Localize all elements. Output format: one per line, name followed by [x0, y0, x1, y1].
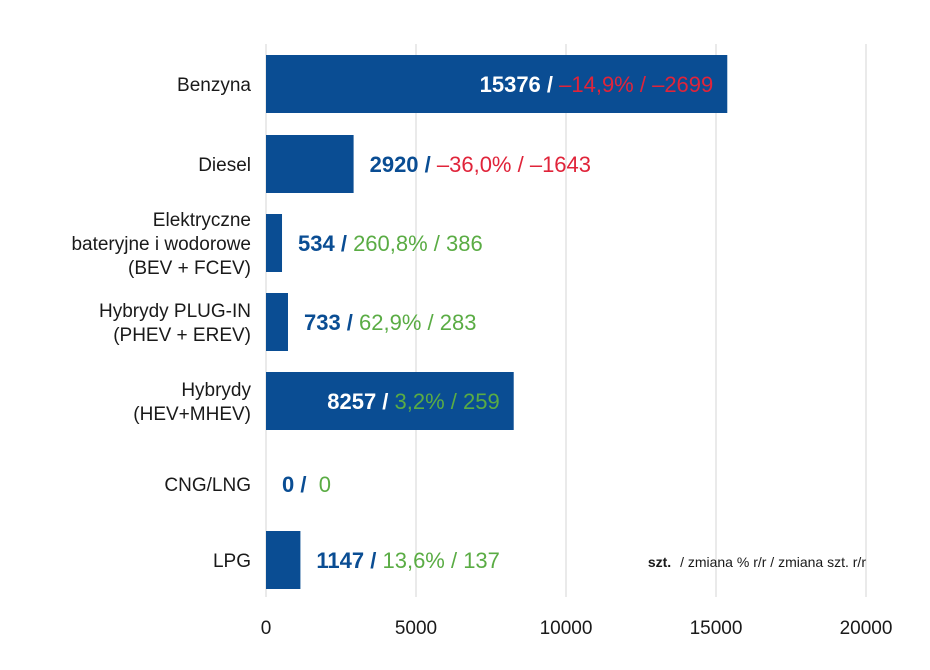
x-tick-label-4: 20000: [840, 618, 893, 639]
value-labels: 15376 / –14,9% / –2699 2920 / –36,0% / –1…: [282, 72, 713, 573]
x-tick-label-3: 15000: [690, 618, 743, 639]
value-change: 0: [313, 472, 331, 497]
value-number: 2920 /: [370, 152, 437, 177]
value-label-2: 534 / 260,8% / 386: [298, 231, 483, 256]
value-label-5: 0 / 0: [282, 472, 331, 497]
grid-lines: [265, 44, 867, 597]
value-number: 0 /: [282, 472, 313, 497]
value-change: 3,2% / 259: [395, 389, 500, 414]
category-label-3: Hybrydy PLUG-IN (PHEV + EREV): [99, 301, 251, 346]
value-label-4: 8257 / 3,2% / 259: [327, 389, 499, 414]
bar-2: [266, 214, 283, 272]
category-label-4: Hybrydy (HEV+MHEV): [133, 380, 251, 425]
value-label-3: 733 / 62,9% / 283: [304, 310, 476, 335]
category-label-line: Benzyna: [177, 75, 251, 96]
x-tick-label-2: 10000: [540, 618, 593, 639]
value-label-1: 2920 / –36,0% / –1643: [370, 152, 591, 177]
value-change: 260,8% / 386: [353, 231, 483, 256]
value-number: 1147 /: [316, 548, 382, 573]
category-label-line: (PHEV + EREV): [113, 325, 251, 346]
category-label-line: (BEV + FCEV): [128, 258, 251, 279]
category-labels: Benzyna Diesel Elektryczne bateryjne i wodo…: [71, 75, 251, 572]
value-change: –14,9% / –2699: [559, 72, 713, 97]
bars: [266, 55, 728, 589]
value-label-0: 15376 / –14,9% / –2699: [480, 72, 714, 97]
category-label-line: (HEV+MHEV): [133, 404, 251, 425]
value-label-6: 1147 / 13,6% / 137: [316, 548, 500, 573]
value-number: 8257 /: [327, 389, 394, 414]
category-label-line: CNG/LNG: [164, 475, 251, 496]
bar-3: [266, 293, 288, 351]
category-label-line: Hybrydy: [181, 380, 251, 401]
x-tick-label-1: 5000: [395, 618, 437, 639]
bar-1: [266, 135, 354, 193]
category-label-line: Diesel: [198, 155, 251, 176]
category-label-5: CNG/LNG: [164, 475, 251, 496]
bar-0: [266, 55, 728, 113]
category-label-1: Diesel: [198, 155, 251, 176]
category-label-line: LPG: [213, 551, 251, 572]
bar-6: [266, 531, 301, 589]
legend-unit: szt.: [648, 554, 671, 570]
bar-4: [266, 372, 514, 430]
value-number: 15376 /: [480, 72, 560, 97]
value-number: 733 /: [304, 310, 359, 335]
category-label-2: Elektryczne bateryjne i wodorowe (BEV + FC…: [71, 210, 251, 279]
value-change: 62,9% / 283: [359, 310, 476, 335]
category-label-6: LPG: [213, 551, 251, 572]
value-number: 534 /: [298, 231, 353, 256]
x-tick-label-0: 0: [261, 618, 272, 639]
legend-description: / zmiana % r/r / zmiana szt. r/r: [680, 554, 866, 570]
value-change: –36,0% / –1643: [437, 152, 591, 177]
value-change: 13,6% / 137: [382, 548, 499, 573]
category-label-line: Elektryczne: [153, 210, 251, 231]
x-axis-ticks: 0 5000 10000 15000 20000: [261, 618, 893, 639]
category-label-line: bateryjne i wodorowe: [71, 234, 251, 255]
legend-note: szt. / zmiana % r/r / zmiana szt. r/r: [648, 554, 866, 570]
category-label-0: Benzyna: [177, 75, 251, 96]
category-label-line: Hybrydy PLUG-IN: [99, 301, 251, 322]
